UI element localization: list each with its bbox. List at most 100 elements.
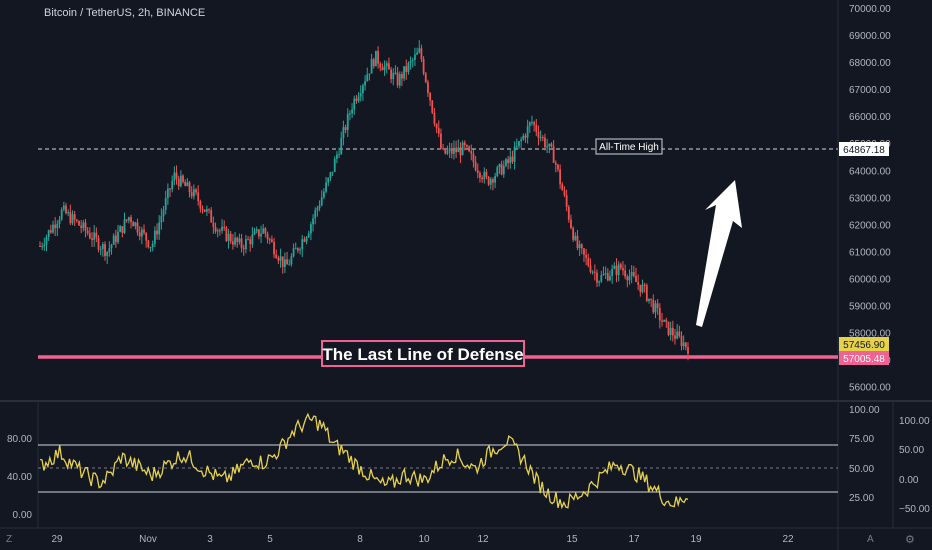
candle-body bbox=[528, 122, 531, 126]
candle-body bbox=[186, 182, 189, 187]
defense-price-tag-text: 57005.48 bbox=[843, 354, 885, 365]
price-tick: 64000.00 bbox=[849, 166, 891, 177]
candle-body bbox=[370, 59, 373, 74]
candle-body bbox=[552, 146, 555, 163]
candle-body bbox=[182, 175, 184, 182]
candle-body bbox=[596, 272, 598, 283]
candle-body bbox=[533, 122, 536, 125]
candle-body bbox=[663, 319, 666, 322]
candle-body bbox=[296, 248, 299, 251]
candle-body bbox=[611, 268, 614, 277]
candle-body bbox=[602, 274, 605, 276]
candle-body bbox=[318, 205, 321, 208]
candle-body bbox=[275, 254, 278, 259]
candle-body bbox=[476, 170, 479, 173]
candle-body bbox=[192, 189, 195, 197]
candle-body bbox=[390, 69, 392, 80]
auto-scale-button[interactable]: A bbox=[867, 534, 874, 545]
candle-body bbox=[500, 164, 503, 175]
price-pane[interactable] bbox=[0, 0, 838, 400]
candle-body bbox=[492, 179, 494, 183]
candle-body bbox=[557, 164, 559, 170]
candle-body bbox=[58, 219, 61, 224]
price-tick: 63000.00 bbox=[849, 193, 891, 204]
candle-body bbox=[110, 244, 113, 249]
candle-body bbox=[619, 264, 622, 269]
candle-body bbox=[108, 248, 111, 252]
price-tick: 58000.00 bbox=[849, 328, 891, 339]
candle-body bbox=[580, 244, 583, 249]
candle-body bbox=[47, 230, 50, 237]
candle-body bbox=[604, 273, 607, 275]
candle-body bbox=[366, 74, 369, 82]
candle-body bbox=[221, 226, 223, 231]
candle-body bbox=[407, 63, 410, 72]
candle-body bbox=[260, 233, 262, 237]
candle-body bbox=[151, 243, 154, 248]
candle-body bbox=[424, 73, 427, 82]
arrow-up-icon[interactable] bbox=[696, 180, 742, 327]
candle-body bbox=[546, 146, 549, 148]
candle-body bbox=[658, 307, 661, 321]
ath-label[interactable]: All-Time High bbox=[595, 138, 663, 155]
candle-body bbox=[522, 135, 525, 140]
timezone-icon[interactable]: Z bbox=[6, 534, 12, 545]
rsi-right-axis-b: 100.00 50.00 0.00 −50.00 bbox=[899, 416, 930, 515]
candle-body bbox=[195, 189, 197, 193]
candle-body bbox=[396, 72, 399, 86]
candle-body bbox=[327, 178, 330, 183]
candle-body bbox=[314, 210, 317, 219]
rsi-right-a-100: 100.00 bbox=[849, 405, 880, 416]
candle-body bbox=[617, 264, 620, 276]
candle-body bbox=[398, 74, 401, 86]
candle-body bbox=[628, 276, 631, 281]
candle-body bbox=[333, 158, 336, 172]
candle-body bbox=[559, 169, 562, 185]
defense-label[interactable]: The Last Line of Defense bbox=[321, 340, 525, 367]
candle-body bbox=[359, 93, 362, 97]
candle-body bbox=[524, 135, 527, 138]
candle-body bbox=[422, 58, 425, 74]
candle-body bbox=[609, 276, 611, 281]
candle-body bbox=[483, 171, 486, 180]
candle-body bbox=[56, 223, 59, 229]
candle-body bbox=[290, 256, 293, 265]
candle-body bbox=[414, 54, 416, 60]
price-axis[interactable]: 70000.00 69000.00 68000.00 67000.00 66000.00… bbox=[849, 4, 891, 393]
candle-body bbox=[466, 145, 468, 147]
candle-body bbox=[450, 148, 453, 154]
candle-body bbox=[511, 156, 514, 162]
candle-body bbox=[229, 233, 232, 242]
settings-icon[interactable]: ⚙ bbox=[905, 533, 915, 546]
price-tick: 69000.00 bbox=[849, 31, 891, 42]
rsi-right-a-25: 25.00 bbox=[849, 493, 874, 504]
ath-label-text: All-Time High bbox=[599, 142, 659, 153]
rsi-line[interactable] bbox=[39, 412, 689, 510]
candle-body bbox=[86, 230, 89, 234]
candle-body bbox=[60, 209, 63, 220]
candle-body bbox=[457, 147, 460, 153]
last-price-tag: 57456.90 bbox=[839, 337, 889, 351]
candle-body bbox=[509, 156, 512, 163]
candle-body bbox=[117, 231, 119, 243]
candle-body bbox=[112, 235, 115, 245]
candle-body bbox=[667, 321, 670, 335]
candle-body bbox=[656, 303, 659, 308]
candle-body bbox=[173, 172, 176, 181]
candle-body bbox=[292, 248, 295, 257]
candle-body bbox=[687, 346, 689, 354]
rsi-right-axis-a: 100.00 75.00 50.00 25.00 bbox=[849, 405, 880, 504]
candle-body bbox=[281, 256, 284, 267]
time-axis[interactable]: 29 Nov 3 5 8 10 12 15 17 19 22 bbox=[51, 534, 794, 545]
candle-body bbox=[435, 123, 438, 129]
candle-body bbox=[336, 154, 338, 159]
candle-body bbox=[205, 209, 208, 212]
candle-body bbox=[310, 224, 312, 234]
candle-body bbox=[548, 143, 551, 147]
candle-body bbox=[440, 133, 442, 149]
candle-body bbox=[541, 137, 544, 139]
candle-body bbox=[45, 236, 48, 245]
candle-body bbox=[156, 230, 158, 235]
candle-body bbox=[643, 284, 646, 286]
candle-body bbox=[41, 245, 44, 247]
